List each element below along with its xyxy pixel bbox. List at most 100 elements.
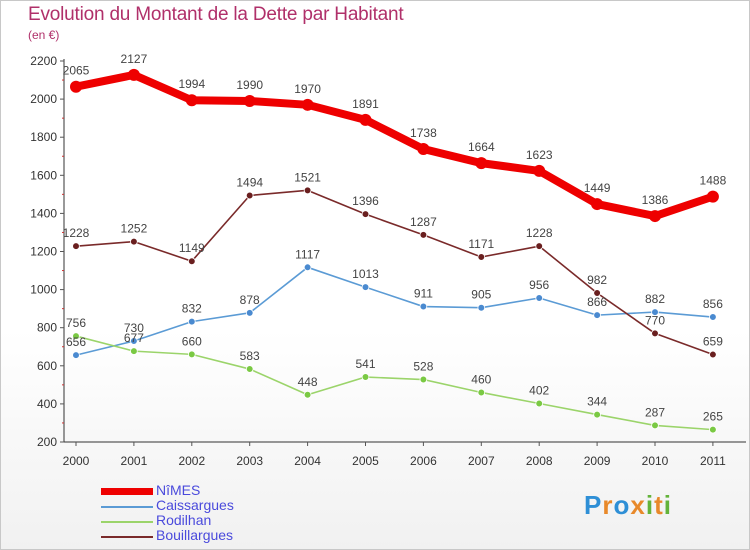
data-label: 878 — [240, 293, 260, 307]
logo-letter: t — [654, 490, 664, 520]
data-label: 2065 — [63, 64, 90, 78]
data-label: 1664 — [468, 140, 495, 154]
x-tick-label: 2005 — [352, 454, 379, 468]
data-label: 1994 — [178, 77, 205, 91]
data-label: 528 — [413, 360, 433, 374]
data-point — [419, 302, 428, 311]
data-point — [188, 350, 196, 359]
series-bouillargues — [72, 186, 717, 359]
data-label: 344 — [587, 395, 607, 409]
data-label: 1171 — [468, 237, 494, 251]
data-point — [533, 164, 546, 177]
data-label: 911 — [414, 287, 433, 301]
series-line — [75, 335, 714, 431]
data-point — [245, 309, 254, 317]
data-point — [72, 332, 80, 340]
data-label: 448 — [298, 375, 318, 389]
data-point — [70, 80, 82, 93]
proxiti-logo: Proxiti — [584, 490, 672, 521]
y-tick-label: 2200 — [30, 54, 57, 68]
series-rodilhan — [72, 332, 717, 434]
logo-letter: r — [602, 490, 614, 520]
y-tick-label: 800 — [37, 321, 57, 335]
data-point — [419, 231, 428, 239]
data-point — [535, 242, 543, 250]
data-label: 1623 — [526, 148, 553, 162]
data-label: 1521 — [294, 170, 321, 184]
x-tick-label: 2004 — [294, 454, 321, 468]
x-tick-label: 2003 — [236, 454, 263, 468]
data-label: 1013 — [352, 267, 379, 281]
y-tick-label: 1400 — [30, 206, 57, 220]
data-point — [417, 143, 430, 156]
logo-letter: P — [584, 490, 603, 520]
y-tick-label: 1200 — [30, 245, 57, 259]
y-tick-label: 1600 — [30, 168, 57, 182]
data-label: 1228 — [526, 226, 553, 240]
legend-label: Caissargues — [156, 497, 234, 513]
logo-letter: i — [663, 490, 672, 520]
x-tick-label: 2011 — [700, 454, 726, 468]
series-nimes — [70, 68, 719, 223]
data-point — [651, 421, 659, 430]
data-point — [593, 289, 601, 297]
y-tick-label: 2000 — [30, 92, 57, 106]
x-tick-label: 2001 — [121, 454, 148, 468]
data-label: 1386 — [642, 193, 669, 207]
data-label: 756 — [66, 316, 86, 330]
data-point — [359, 113, 372, 126]
data-label: 1149 — [179, 241, 205, 255]
legend-swatch — [101, 506, 153, 508]
data-point — [245, 365, 254, 373]
data-label: 660 — [182, 334, 202, 348]
legend-swatch — [101, 488, 153, 495]
data-point — [477, 303, 486, 312]
data-point — [591, 198, 604, 211]
legend-label: Bouillargues — [156, 527, 234, 543]
data-label: 1488 — [700, 174, 727, 188]
data-label: 1970 — [294, 82, 321, 96]
data-point — [419, 375, 428, 384]
axes: 200 400 600 800 1000 1200 1400 1600 1800 2000 2200… — [30, 54, 746, 468]
series-caissargues — [72, 263, 717, 359]
logo-letter: i — [645, 490, 655, 520]
y-tick-label: 400 — [37, 397, 57, 411]
legend-swatch — [101, 521, 153, 523]
data-point — [185, 94, 198, 107]
data-label: 265 — [703, 410, 723, 424]
series-layer — [70, 68, 719, 434]
series-line — [72, 70, 717, 221]
data-label: 1252 — [121, 222, 148, 236]
series-line — [75, 266, 714, 356]
data-point — [593, 410, 601, 419]
data-point — [475, 157, 488, 170]
data-label: 1287 — [410, 215, 437, 229]
data-point — [649, 210, 661, 223]
data-point — [130, 237, 138, 246]
data-label: 460 — [471, 372, 491, 386]
data-label: 832 — [182, 302, 202, 316]
data-point — [709, 313, 717, 321]
logo-letter: x — [630, 490, 646, 520]
legend-label: Rodilhan — [156, 512, 212, 528]
data-point — [651, 329, 659, 338]
y-tick-label: 600 — [37, 359, 57, 373]
legend-swatch — [101, 536, 153, 538]
data-point — [593, 311, 601, 319]
x-tick-label: 2008 — [526, 454, 553, 468]
data-label: 402 — [529, 384, 549, 398]
data-label: 1449 — [584, 181, 611, 195]
data-point — [361, 373, 370, 381]
data-label: 287 — [645, 405, 665, 419]
data-point — [303, 186, 312, 195]
y-tick-label: 1800 — [30, 130, 57, 144]
data-labels: 656 730 832 878 1117 1013 911 905 956 866 882 856 75… — [63, 52, 727, 424]
data-point — [361, 210, 370, 218]
data-label: 856 — [703, 297, 723, 311]
data-point — [651, 308, 659, 316]
data-label: 1396 — [352, 194, 379, 208]
data-label: 730 — [124, 321, 144, 335]
data-point — [709, 350, 717, 359]
data-point — [303, 263, 312, 272]
